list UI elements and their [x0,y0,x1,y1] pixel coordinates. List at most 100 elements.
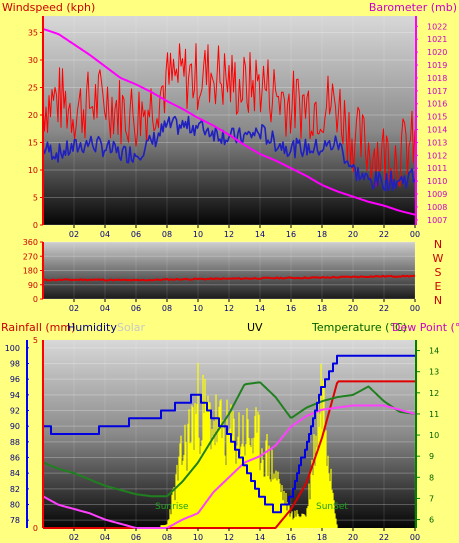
humidity-tick-label: 86 [10,454,20,463]
windspeed-tick-label: 0 [33,221,38,230]
x-tick-label: 10 [193,533,203,542]
direction-tick-label: 360 [23,238,38,247]
solar-label: Solar [117,321,146,334]
x-tick-label: 02 [69,304,79,313]
temperature-line [42,381,416,498]
x-tick-label: 00 [410,230,420,239]
x-tick-label: 16 [286,533,296,542]
x-tick-label: 00 [410,533,420,542]
x-tick-label: 20 [348,533,358,542]
temperature-tick-label: 14 [429,347,439,356]
barometer-tick-label: 1010 [427,177,447,186]
temperature-tick-label: 12 [429,389,439,398]
x-tick-label: 10 [193,230,203,239]
humidity-line [43,354,415,514]
temperature-tick-label: 8 [429,473,434,482]
barometer-tick-label: 1015 [427,113,447,122]
humidity-tick-label: 90 [10,422,20,431]
x-tick-label: 06 [131,304,141,313]
compass-label: N [434,294,442,307]
wind-gust-line [42,43,416,189]
dewpoint-label: Dew Point (°C) [392,321,459,334]
x-tick-label: 18 [317,304,327,313]
temperature-tick-label: 10 [429,431,439,440]
windspeed-axis-label: Windspeed (kph) [2,1,95,14]
barometer-tick-label: 1018 [427,74,447,83]
x-tick-label: 18 [317,230,327,239]
barometer-tick-label: 1012 [427,151,447,160]
tick-labels: 0510152025303510071008100910101011101210… [5,22,448,542]
barometer-tick-label: 1013 [427,138,447,147]
humidity-tick-label: 92 [10,407,20,416]
x-tick-label: 18 [317,533,327,542]
x-tick-label: 22 [379,230,389,239]
compass-label: W [433,252,444,265]
uv-label: UV [247,321,263,334]
temperature-tick-label: 9 [429,452,434,461]
humidity-tick-label: 84 [10,469,20,478]
rainfall-axis-label: Rainfall (mm) [1,321,75,334]
barometer-tick-label: 1008 [427,203,447,212]
barometer-line [42,27,416,216]
barometer-tick-label: 1007 [427,216,447,225]
barometer-tick-label: 1017 [427,87,447,96]
sunrise-annotation: Sunrise [155,502,189,512]
x-tick-label: 14 [255,230,265,239]
x-tick-label: 04 [100,304,110,313]
x-tick-label: 12 [224,533,234,542]
x-tick-label: 14 [255,533,265,542]
direction-tick-label: 180 [23,267,38,276]
rainfall-tick-label: 0 [33,524,38,533]
x-tick-label: 04 [100,533,110,542]
barometer-axis-label: Barometer (mb) [369,1,457,14]
x-tick-label: 02 [69,230,79,239]
temperature-label: Temperature (°C) [311,321,407,334]
humidity-tick-label: 100 [5,344,20,353]
temperature-tick-label: 6 [429,516,434,525]
x-tick-label: 22 [379,304,389,313]
direction-tick-label: 270 [23,252,38,261]
x-tick-label: 08 [162,533,172,542]
windspeed-tick-label: 35 [28,29,38,38]
humidity-tick-label: 80 [10,501,20,510]
windspeed-tick-label: 15 [28,139,38,148]
barometer-tick-label: 1011 [427,164,447,173]
compass-label: E [435,280,442,293]
x-tick-label: 10 [193,304,203,313]
direction-tick-label: 90 [28,281,38,290]
x-tick-label: 04 [100,230,110,239]
sunset-annotation: SunSet [316,502,348,512]
barometer-tick-label: 1009 [427,190,447,199]
temperature-tick-label: 11 [429,410,439,419]
temperature-tick-label: 13 [429,368,439,377]
x-tick-label: 16 [286,304,296,313]
barometer-tick-label: 1014 [427,126,447,135]
wind-average-line [42,115,416,192]
wind-direction-line [42,274,416,282]
x-tick-label: 08 [162,304,172,313]
humidity-tick-label: 88 [10,438,20,447]
humidity-tick-label: 96 [10,375,20,384]
x-tick-label: 00 [410,304,420,313]
barometer-tick-label: 1021 [427,35,447,44]
dew-point-line [42,404,416,529]
axes [26,16,420,531]
windspeed-tick-label: 10 [28,166,38,175]
x-tick-label: 12 [224,230,234,239]
barometer-tick-label: 1016 [427,100,447,109]
humidity-tick-label: 94 [10,391,20,400]
windspeed-tick-label: 30 [28,56,38,65]
barometer-tick-label: 1019 [427,61,447,70]
x-tick-label: 12 [224,304,234,313]
temperature-tick-label: 7 [429,494,434,503]
humidity-label: Humidity [67,321,117,334]
humidity-tick-label: 82 [10,485,20,494]
humidity-tick-label: 98 [10,360,20,369]
barometer-tick-label: 1022 [427,22,447,31]
windspeed-tick-label: 25 [28,84,38,93]
x-tick-label: 14 [255,304,265,313]
x-tick-label: 16 [286,230,296,239]
wind-panel-background [43,16,415,225]
rainfall-tick-label: 5 [33,336,38,345]
